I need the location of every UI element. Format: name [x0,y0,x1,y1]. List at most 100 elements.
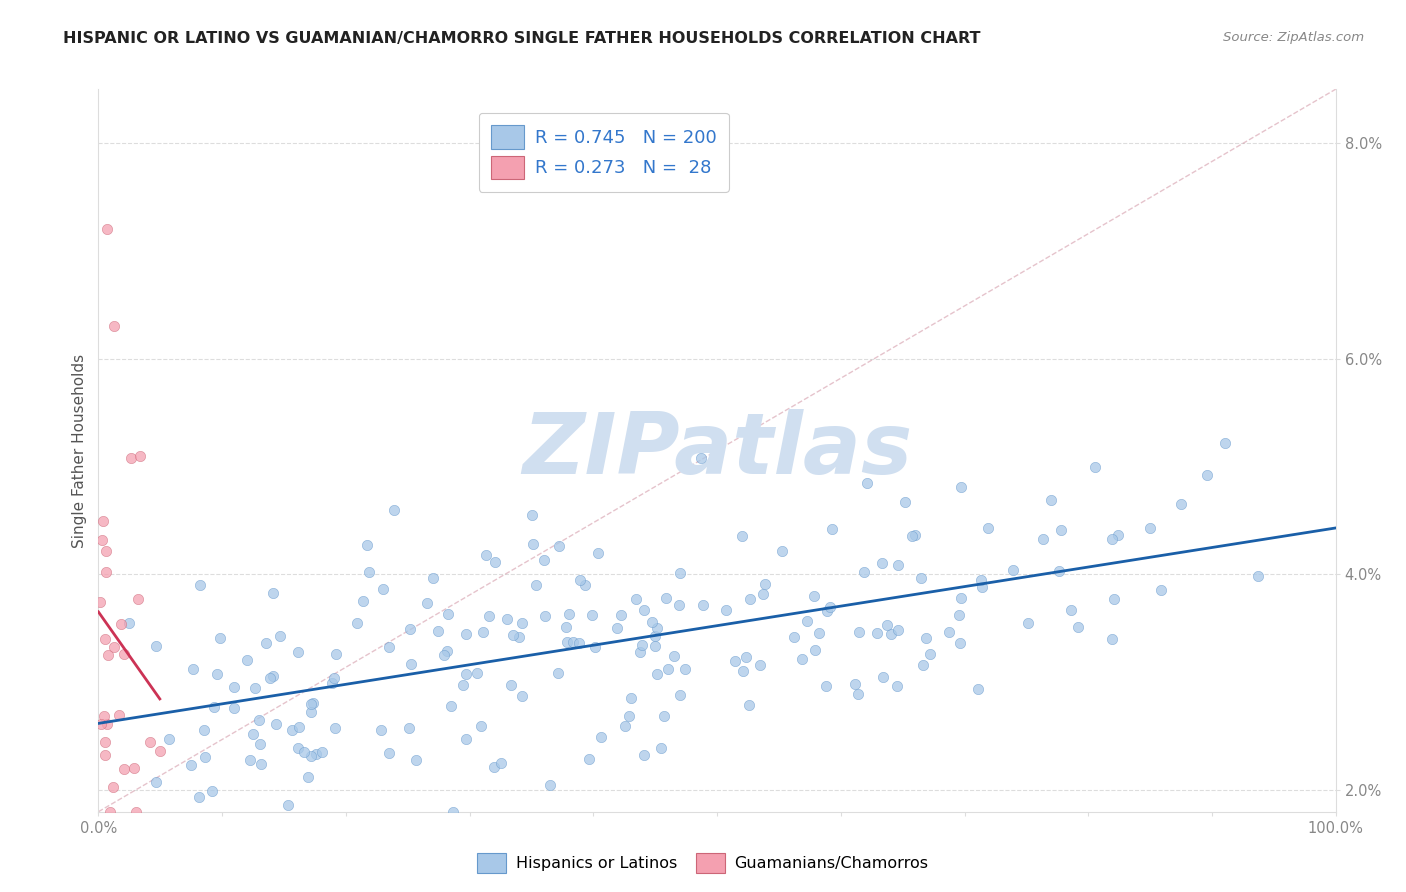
Point [887,623,910,637]
Point [631,639,654,653]
Point [876,618,898,632]
Point [1101,632,1123,647]
Point [454,731,477,746]
Point [1170,497,1192,511]
Point [281,723,304,738]
Point [657,662,679,676]
Point [287,645,309,659]
Point [322,671,344,685]
Point [378,746,401,760]
Text: HISPANIC OR LATINO VS GUAMANIAN/CHAMORRO SINGLE FATHER HOUSEHOLDS CORRELATION CH: HISPANIC OR LATINO VS GUAMANIAN/CHAMORRO… [63,31,981,46]
Point [673,662,696,676]
Point [94,747,117,762]
Legend: Hispanics or Latinos, Guamanians/Chamorros: Hispanics or Latinos, Guamanians/Chamorr… [471,847,935,880]
Point [846,687,869,701]
Point [814,679,837,693]
Point [583,640,606,655]
Point [738,591,761,606]
Point [91,533,114,548]
Point [302,696,325,710]
Point [96,648,118,662]
Point [641,615,664,629]
Point [655,591,678,606]
Point [972,580,994,594]
Y-axis label: Single Father Households: Single Father Households [72,353,87,548]
Point [586,546,609,560]
Point [1101,532,1123,546]
Point [94,544,117,558]
Point [568,636,591,650]
Point [454,626,477,640]
Point [193,723,215,737]
Point [103,780,125,794]
Point [872,670,894,684]
Point [938,625,960,640]
Point [628,645,651,659]
Point [129,449,152,463]
Point [209,631,232,645]
Point [1047,565,1070,579]
Point [645,667,668,681]
Point [250,756,273,771]
Point [533,552,555,566]
Point [555,635,578,649]
Point [118,616,141,631]
Point [1017,615,1039,630]
Point [510,690,533,704]
Point [522,536,544,550]
Point [201,783,224,797]
Point [120,450,142,465]
Point [815,604,838,618]
Point [288,720,311,734]
Point [609,608,631,623]
Point [633,747,655,762]
Point [139,735,162,749]
Point [370,723,392,737]
Point [294,745,316,759]
Point [1002,563,1025,577]
Point [382,502,405,516]
Point [501,678,523,692]
Point [1150,583,1173,598]
Point [470,719,492,733]
Point [299,749,322,764]
Point [818,600,841,615]
Point [534,609,557,624]
Point [96,222,118,236]
Point [848,625,870,640]
Point [202,700,225,714]
Point [502,628,524,642]
Point [967,681,990,696]
Point [633,603,655,617]
Point [454,666,477,681]
Point [1084,459,1107,474]
Point [617,709,640,723]
Point [373,582,395,596]
Point [489,756,512,770]
Point [346,615,368,630]
Point [90,717,112,731]
Point [652,709,675,723]
Point [1040,492,1063,507]
Point [731,664,754,678]
Point [650,741,672,756]
Point [512,615,534,630]
Point [484,759,506,773]
Point [127,591,149,606]
Point [664,648,686,663]
Point [948,607,970,622]
Point [287,740,309,755]
Point [436,644,458,658]
Point [405,753,427,767]
Point [790,652,813,666]
Point [669,566,692,580]
Point [668,598,690,612]
Point [1050,524,1073,538]
Point [886,558,908,572]
Point [949,591,972,606]
Point [259,672,281,686]
Point [749,658,772,673]
Point [558,607,581,621]
Point [900,529,922,543]
Point [254,636,277,650]
